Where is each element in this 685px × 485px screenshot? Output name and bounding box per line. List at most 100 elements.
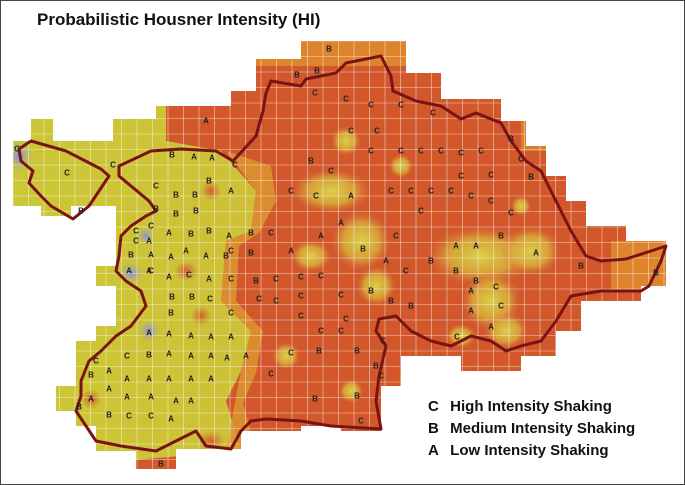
cell-label: C (428, 187, 434, 196)
cell-label: A (146, 329, 152, 338)
cell-label: A (166, 375, 172, 384)
cell-label: C (232, 161, 238, 170)
cell-label: C (498, 302, 504, 311)
cell-label: C (408, 187, 414, 196)
cell-label: C (124, 352, 130, 361)
cell-label: C (228, 309, 234, 318)
cell-label: A (348, 192, 354, 201)
cell-label: A (226, 232, 232, 241)
cell-label: C (398, 101, 404, 110)
cell-label: B (169, 151, 175, 160)
cell-label: A (188, 375, 194, 384)
cell-label: A (168, 253, 174, 262)
cell-label: B (76, 403, 82, 412)
cell-label: B (88, 371, 94, 380)
cell-label: C (374, 127, 380, 136)
cell-label: C (207, 295, 213, 304)
cell-label: C (448, 187, 454, 196)
cell-label: C (148, 222, 154, 231)
cell-label: A (168, 415, 174, 424)
cell-label: A (124, 375, 130, 384)
cell-label: B (248, 229, 254, 238)
cell-label: B (248, 249, 254, 258)
cell-label: A (191, 153, 197, 162)
cell-label: A (228, 187, 234, 196)
cell-label: A (124, 393, 130, 402)
cell-label: C (393, 232, 399, 241)
cell-label: B (223, 252, 229, 261)
cell-label: C (458, 172, 464, 181)
cell-label: C (338, 291, 344, 300)
cell-label: C (268, 370, 274, 379)
cell-label: B (128, 251, 134, 260)
cell-label: A (203, 252, 209, 261)
cell-label: C (328, 167, 334, 176)
cell-label: C (228, 275, 234, 284)
cell-label: A (188, 332, 194, 341)
cell-label: A (146, 267, 152, 276)
legend-label: Low Intensity Shaking (450, 442, 609, 459)
cell-label: B (153, 205, 159, 214)
cell-label: C (288, 187, 294, 196)
cell-label: A (166, 330, 172, 339)
cell-label: A (88, 395, 94, 404)
cell-label: C (148, 412, 154, 421)
cell-label: A (126, 267, 132, 276)
cell-label: B (78, 207, 84, 216)
cell-label: C (343, 95, 349, 104)
cell-label: B (173, 210, 179, 219)
cell-label: B (314, 67, 320, 76)
cell-label: A (146, 375, 152, 384)
cell-label: A (288, 247, 294, 256)
cell-label: B (508, 135, 514, 144)
cell-label: B (189, 293, 195, 302)
cell-label: C (368, 101, 374, 110)
legend-item-low: A Low Intensity Shaking (428, 442, 635, 464)
cell-label: B (312, 395, 318, 404)
cell-label: B (388, 297, 394, 306)
cell-label: C (403, 267, 409, 276)
cell-label: B (453, 267, 459, 276)
cell-label: C (358, 417, 364, 426)
cell-label: C (430, 109, 436, 118)
cell-label: B (653, 269, 659, 278)
cell-label: C (458, 149, 464, 158)
cell-label: B (192, 191, 198, 200)
cell-label: B (253, 277, 259, 286)
cell-label: A (208, 352, 214, 361)
cell-label: B (368, 287, 374, 296)
cell-label: C (126, 412, 132, 421)
cell-label: B (316, 347, 322, 356)
cell-label: C (398, 147, 404, 156)
cell-label: B (294, 71, 300, 80)
cell-label: C (438, 147, 444, 156)
cell-label: C (493, 283, 499, 292)
cell-label: C (388, 187, 394, 196)
cell-label: B (206, 227, 212, 236)
cell-label: C (256, 295, 262, 304)
cell-label: B (326, 45, 332, 54)
cell-label: A (453, 242, 459, 251)
cell-label: A (166, 273, 172, 282)
cell-label: C (153, 182, 159, 191)
cell-label: B (158, 460, 164, 469)
cell-label: B (428, 257, 434, 266)
cell-label: C (186, 271, 192, 280)
cell-label: A (473, 242, 479, 251)
cell-label: C (318, 327, 324, 336)
cell-label: C (508, 209, 514, 218)
legend-label: High Intensity Shaking (450, 398, 612, 415)
cell-label: C (380, 337, 386, 346)
cell-label: B (578, 262, 584, 271)
cell-label: C (268, 229, 274, 238)
cell-label: A (208, 333, 214, 342)
cell-label: C (478, 147, 484, 156)
legend-label: Medium Intensity Shaking (450, 420, 636, 437)
cell-label: B (528, 173, 534, 182)
cell-label: C (368, 147, 374, 156)
cell-label: B (168, 309, 174, 318)
cell-label: A (106, 367, 112, 376)
cell-label: C (133, 237, 139, 246)
